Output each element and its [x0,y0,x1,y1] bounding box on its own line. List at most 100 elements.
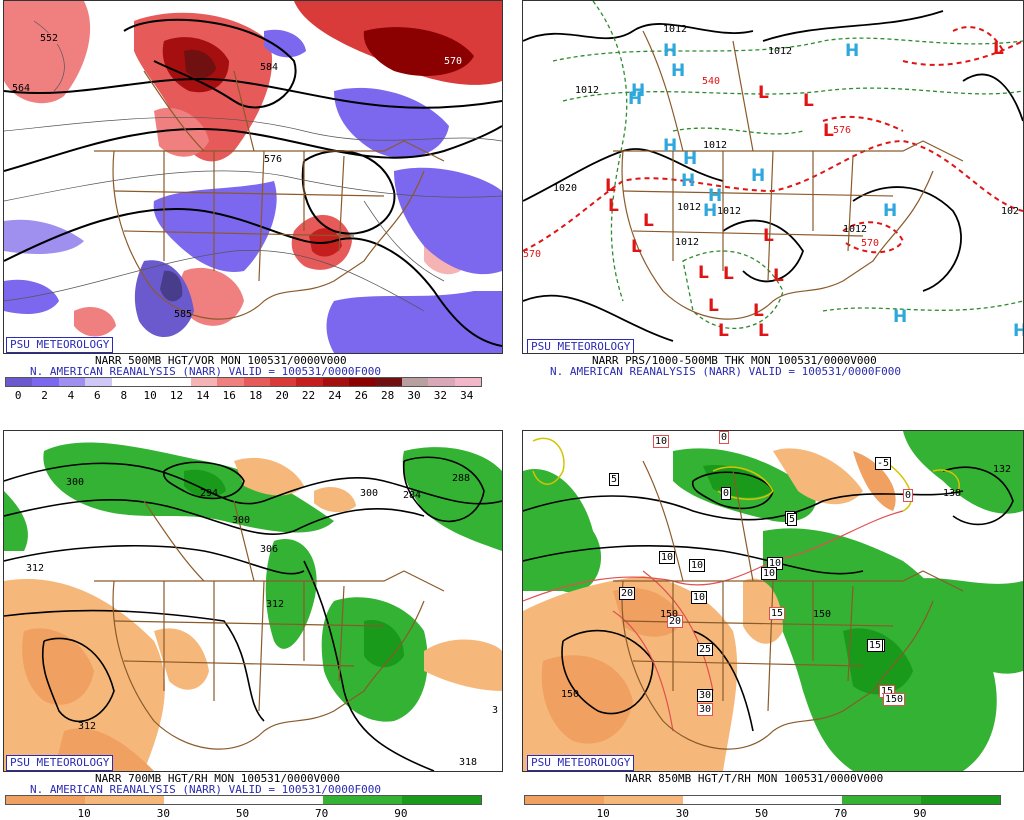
temperature-label: -5 [875,457,892,470]
scale-swatch [375,378,402,386]
contour-label: 306 [260,544,279,555]
high-pressure-icon: H [628,89,643,109]
temperature-label: 10 [691,591,708,604]
isobar-label: 1012 [703,140,728,151]
scale-swatch [604,796,684,804]
contour-label: 132 [993,464,1012,475]
low-pressure-icon: L [708,296,719,316]
isobar-label: 102 [1001,206,1020,217]
scale-tick-label: 70 [834,807,848,820]
thickness-label: 570 [861,238,880,249]
reanalysis-line: N. AMERICAN REANALYSIS (NARR) VALID = 10… [550,365,901,378]
temperature-label: 5 [609,473,620,486]
contour-label: 300 [232,515,251,526]
scale-swatch [322,796,402,804]
scale-swatch [454,378,482,386]
scale-tick-label: 30 [156,807,170,820]
contour-label: 552 [40,33,59,44]
high-pressure-icon: H [681,171,696,191]
low-pressure-icon: L [605,176,616,196]
scale-tick-label: 32 [433,389,448,402]
scale-swatch [683,796,763,804]
temperature-label: 5 [787,513,798,526]
temperature-label: 150 [883,693,906,706]
scale-swatch [920,796,1001,804]
panel-caption: NARR 850MB HGT/T/RH MON 100531/0000V000 [625,772,884,785]
scale-tick-label: 18 [249,389,263,402]
scale-tick-label: 4 [67,389,75,402]
contour-label: 585 [174,309,193,320]
scale-tick-label: 26 [354,389,368,402]
scale-tick-label: 8 [120,389,128,402]
temperature-label: 10 [659,551,676,564]
contour-label: 138 [943,488,962,499]
scale-swatch [525,796,605,804]
scale-tick-labels: 0 2 4 6 8 10 12 14 16 18 20 22 24 26 28 30 32 34 [5,389,480,402]
scale-tick-label: 22 [301,389,316,402]
isobar-label: 1012 [768,46,793,57]
panel-caption: NARR PRS/1000-500MB THK MON 100531/0000V… [592,354,877,367]
color-scale [524,795,1001,805]
scale-tick-label: 50 [754,807,769,820]
panel-caption: NARR 500MB HGT/VOR MON 100531/0000V000 [95,354,347,367]
scale-tick-label: 12 [169,389,184,402]
scale-tick-label: 10 [77,807,91,820]
scale-swatch [164,796,244,804]
psu-meteorology-badge: PSU METEOROLOGY [6,337,114,353]
low-pressure-icon: L [723,264,734,284]
low-pressure-icon: L [993,39,1004,59]
color-scale [5,795,482,805]
contour-label: 318 [459,757,478,768]
map-pressure-thickness: HHHHHHHHHHHHHHLLLLLLLLLLLLLLLL 1012 1012… [522,0,1024,354]
low-pressure-icon: L [718,321,729,341]
contour-label: 150 [813,609,832,620]
contour-label: 3 [492,705,499,716]
high-pressure-icon: H [708,186,723,206]
low-pressure-icon: L [823,121,834,141]
temperature-label: 15 [769,607,786,620]
scale-swatch [85,796,165,804]
high-pressure-icon: H [893,307,908,327]
temperature-label: 25 [697,643,714,656]
isobar-label: 1012 [843,224,868,235]
scale-swatch [243,796,323,804]
high-pressure-icon: H [1013,321,1023,341]
low-pressure-icon: L [698,263,709,283]
temperature-label: 0 [903,489,914,502]
scale-tick-label: 30 [675,807,689,820]
low-pressure-icon: L [773,266,784,286]
high-pressure-icon: H [883,201,898,221]
high-pressure-icon: H [671,61,686,81]
temperature-label: 20 [619,587,636,600]
contour-label: 284 [403,490,422,501]
isobar-label: 1012 [677,202,702,213]
thickness-label: 576 [833,125,852,136]
scale-tick-label: 90 [913,807,927,820]
contour-label: 564 [12,83,31,94]
contour-label: 570 [444,56,463,67]
contour-label: 294 [200,488,219,499]
map-500mb-graphic [4,1,502,353]
scale-swatch [841,796,921,804]
isobar-label: 1020 [553,183,578,194]
temperature-label: 20 [667,615,684,628]
psu-meteorology-badge: PSU METEOROLOGY [527,755,635,771]
scale-tick-label: 16 [222,389,236,402]
low-pressure-icon: L [631,237,642,257]
low-pressure-icon: L [758,83,769,103]
panel-500mb: 552 564 584 576 585 570 PSU METEOROLOGY … [0,0,505,405]
psu-meteorology-badge: PSU METEOROLOGY [527,339,635,353]
scale-swatch [6,796,86,804]
scale-tick-label: 70 [315,807,329,820]
scale-swatch [349,378,376,386]
contour-label: 312 [78,721,97,732]
scale-swatch [164,378,191,386]
scale-swatch [243,378,270,386]
high-pressure-icon: H [703,201,718,221]
scale-swatch [137,378,165,386]
panel-caption: NARR 700MB HGT/RH MON 100531/0000V000 [95,772,341,785]
scale-tick-label: 24 [328,389,342,402]
color-scale [5,377,482,387]
contour-label: 300 [360,488,379,499]
isobar-label: 1012 [675,237,700,248]
